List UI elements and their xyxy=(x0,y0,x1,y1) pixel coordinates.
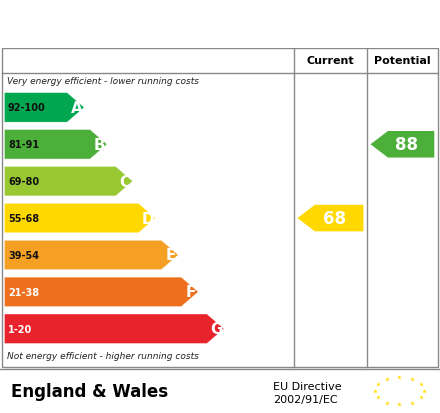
Text: 1-20: 1-20 xyxy=(8,324,32,334)
Text: A: A xyxy=(71,101,82,116)
Text: Current: Current xyxy=(307,56,354,66)
Text: 55-68: 55-68 xyxy=(8,214,39,223)
Text: EU Directive: EU Directive xyxy=(273,381,341,391)
Text: 2002/91/EC: 2002/91/EC xyxy=(273,394,337,404)
Polygon shape xyxy=(4,130,107,160)
Text: England & Wales: England & Wales xyxy=(11,382,168,400)
Polygon shape xyxy=(4,167,133,197)
Text: D: D xyxy=(142,211,154,226)
Text: F: F xyxy=(185,285,196,300)
Polygon shape xyxy=(4,278,198,307)
Text: 39-54: 39-54 xyxy=(8,250,39,260)
Text: 68: 68 xyxy=(323,209,346,228)
Text: Very energy efficient - lower running costs: Very energy efficient - lower running co… xyxy=(7,77,198,86)
Text: 21-38: 21-38 xyxy=(8,287,39,297)
Text: C: C xyxy=(120,174,131,189)
Polygon shape xyxy=(4,314,224,344)
Text: Not energy efficient - higher running costs: Not energy efficient - higher running co… xyxy=(7,351,198,360)
Text: 81-91: 81-91 xyxy=(8,140,39,150)
Text: 88: 88 xyxy=(395,136,418,154)
Text: Energy Efficiency Rating: Energy Efficiency Rating xyxy=(11,14,299,34)
Text: Potential: Potential xyxy=(374,56,431,66)
Text: E: E xyxy=(165,248,176,263)
Polygon shape xyxy=(370,132,434,158)
Polygon shape xyxy=(4,204,155,233)
Text: 92-100: 92-100 xyxy=(8,103,46,113)
Text: B: B xyxy=(94,138,105,152)
Polygon shape xyxy=(4,93,84,123)
Text: G: G xyxy=(210,321,223,337)
Polygon shape xyxy=(4,241,178,270)
Polygon shape xyxy=(297,205,363,232)
Text: 69-80: 69-80 xyxy=(8,177,39,187)
